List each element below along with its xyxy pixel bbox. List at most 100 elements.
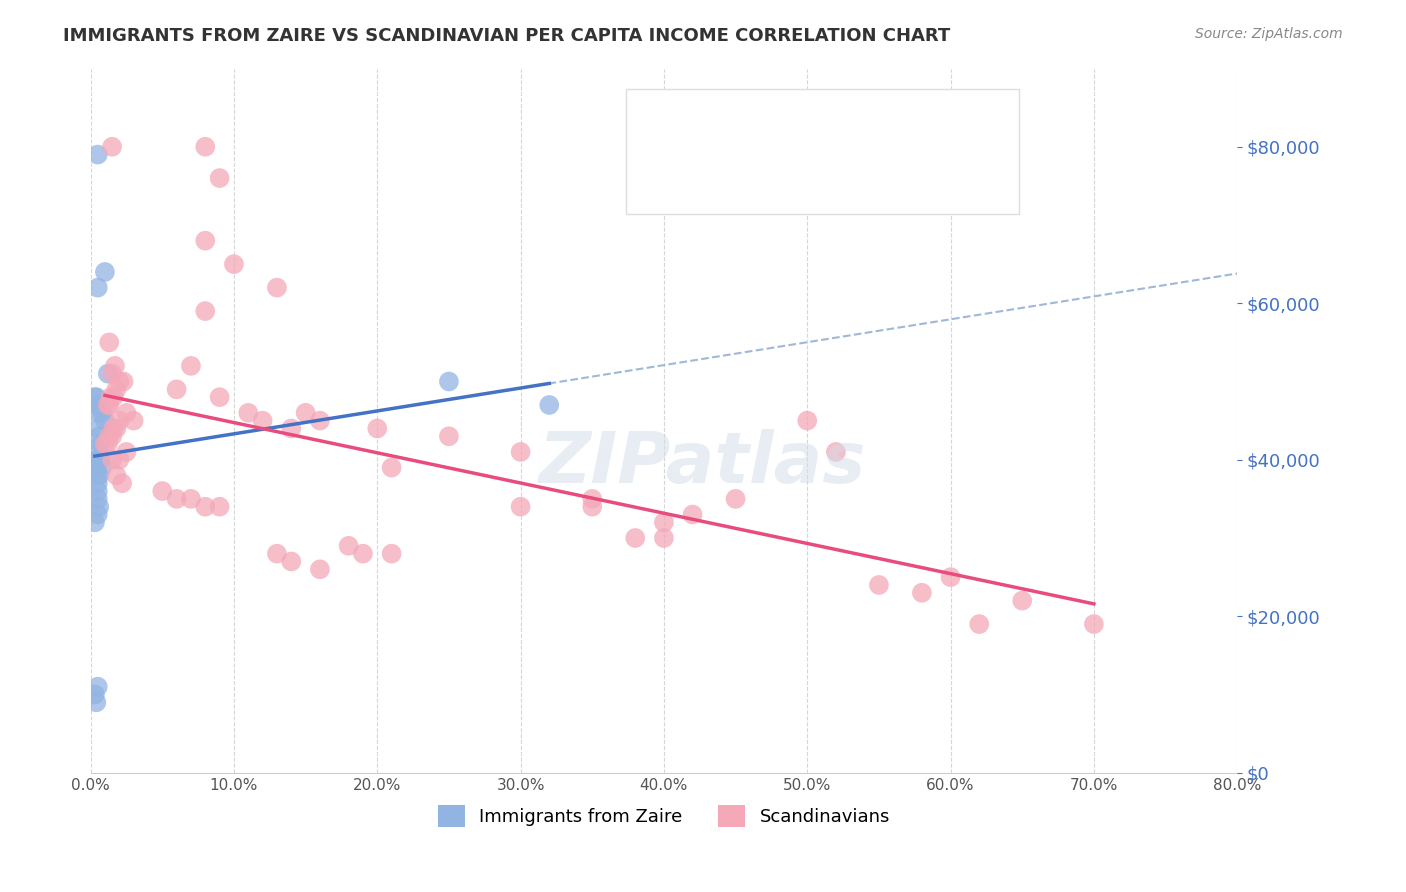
Point — [381, 547, 404, 561]
Point — [100, 390, 122, 404]
Point — [381, 460, 404, 475]
Point — [87, 680, 110, 694]
Point — [122, 414, 145, 428]
Point — [86, 695, 108, 709]
Point — [166, 491, 188, 506]
Point — [194, 500, 217, 514]
Point — [682, 508, 704, 522]
Point — [84, 688, 107, 702]
Point — [294, 406, 316, 420]
Text: 70: 70 — [848, 147, 873, 165]
Point — [437, 429, 460, 443]
Text: 0.126: 0.126 — [728, 112, 785, 129]
Point — [624, 531, 647, 545]
Point — [91, 406, 114, 420]
Text: N =: N = — [785, 147, 832, 165]
Point — [911, 586, 934, 600]
Point — [87, 421, 110, 435]
Point — [180, 359, 202, 373]
Point — [208, 500, 231, 514]
Point — [194, 140, 217, 154]
Point — [208, 390, 231, 404]
Point — [84, 390, 107, 404]
Point — [97, 367, 120, 381]
Point — [86, 390, 108, 404]
Point — [796, 414, 818, 428]
Point — [538, 398, 561, 412]
Point — [94, 414, 117, 428]
Point — [309, 414, 332, 428]
Point — [103, 390, 125, 404]
Point — [509, 500, 531, 514]
Point — [89, 468, 111, 483]
Point — [115, 406, 138, 420]
Point — [166, 382, 188, 396]
Point — [337, 539, 360, 553]
Point — [150, 484, 173, 499]
Point — [89, 452, 111, 467]
Point — [208, 171, 231, 186]
Point — [91, 460, 114, 475]
Point — [352, 547, 374, 561]
Point — [97, 437, 120, 451]
Point — [98, 335, 121, 350]
Text: 32: 32 — [848, 112, 873, 129]
Point — [86, 460, 108, 475]
Point — [939, 570, 962, 584]
Text: R =: R = — [675, 112, 711, 129]
Point — [967, 617, 990, 632]
Point — [280, 554, 302, 568]
Point — [108, 414, 131, 428]
Point — [94, 437, 117, 451]
Point — [87, 280, 110, 294]
Point — [94, 265, 117, 279]
Point — [222, 257, 245, 271]
Point — [101, 367, 124, 381]
Point — [87, 398, 110, 412]
Point — [105, 421, 128, 435]
Point — [97, 398, 120, 412]
Text: ■: ■ — [654, 145, 678, 168]
Point — [1083, 617, 1105, 632]
Point — [87, 476, 110, 491]
Point — [87, 147, 110, 161]
Point — [105, 468, 128, 483]
Text: -0.176: -0.176 — [728, 147, 793, 165]
Text: ■: ■ — [654, 109, 678, 132]
Point — [652, 516, 675, 530]
Point — [86, 452, 108, 467]
Point — [266, 280, 288, 294]
Text: R =: R = — [675, 147, 711, 165]
Point — [108, 375, 131, 389]
Point — [280, 421, 302, 435]
Point — [194, 304, 217, 318]
Point — [87, 484, 110, 499]
Text: N =: N = — [785, 112, 832, 129]
Point — [90, 437, 112, 451]
Point — [103, 421, 125, 435]
Text: Source: ZipAtlas.com: Source: ZipAtlas.com — [1195, 27, 1343, 41]
Point — [581, 491, 603, 506]
Point — [89, 429, 111, 443]
Point — [101, 452, 124, 467]
Point — [90, 452, 112, 467]
Point — [98, 429, 121, 443]
Point — [437, 375, 460, 389]
Point — [89, 500, 111, 514]
Point — [101, 429, 124, 443]
Point — [581, 500, 603, 514]
Point — [101, 140, 124, 154]
Point — [825, 445, 848, 459]
Point — [115, 445, 138, 459]
Point — [84, 516, 107, 530]
Point — [180, 491, 202, 506]
Point — [366, 421, 388, 435]
Legend: Immigrants from Zaire, Scandinavians: Immigrants from Zaire, Scandinavians — [430, 797, 897, 834]
Point — [87, 406, 110, 420]
Point — [509, 445, 531, 459]
Point — [309, 562, 332, 576]
Point — [87, 445, 110, 459]
Point — [266, 547, 288, 561]
Point — [98, 398, 121, 412]
Point — [868, 578, 890, 592]
